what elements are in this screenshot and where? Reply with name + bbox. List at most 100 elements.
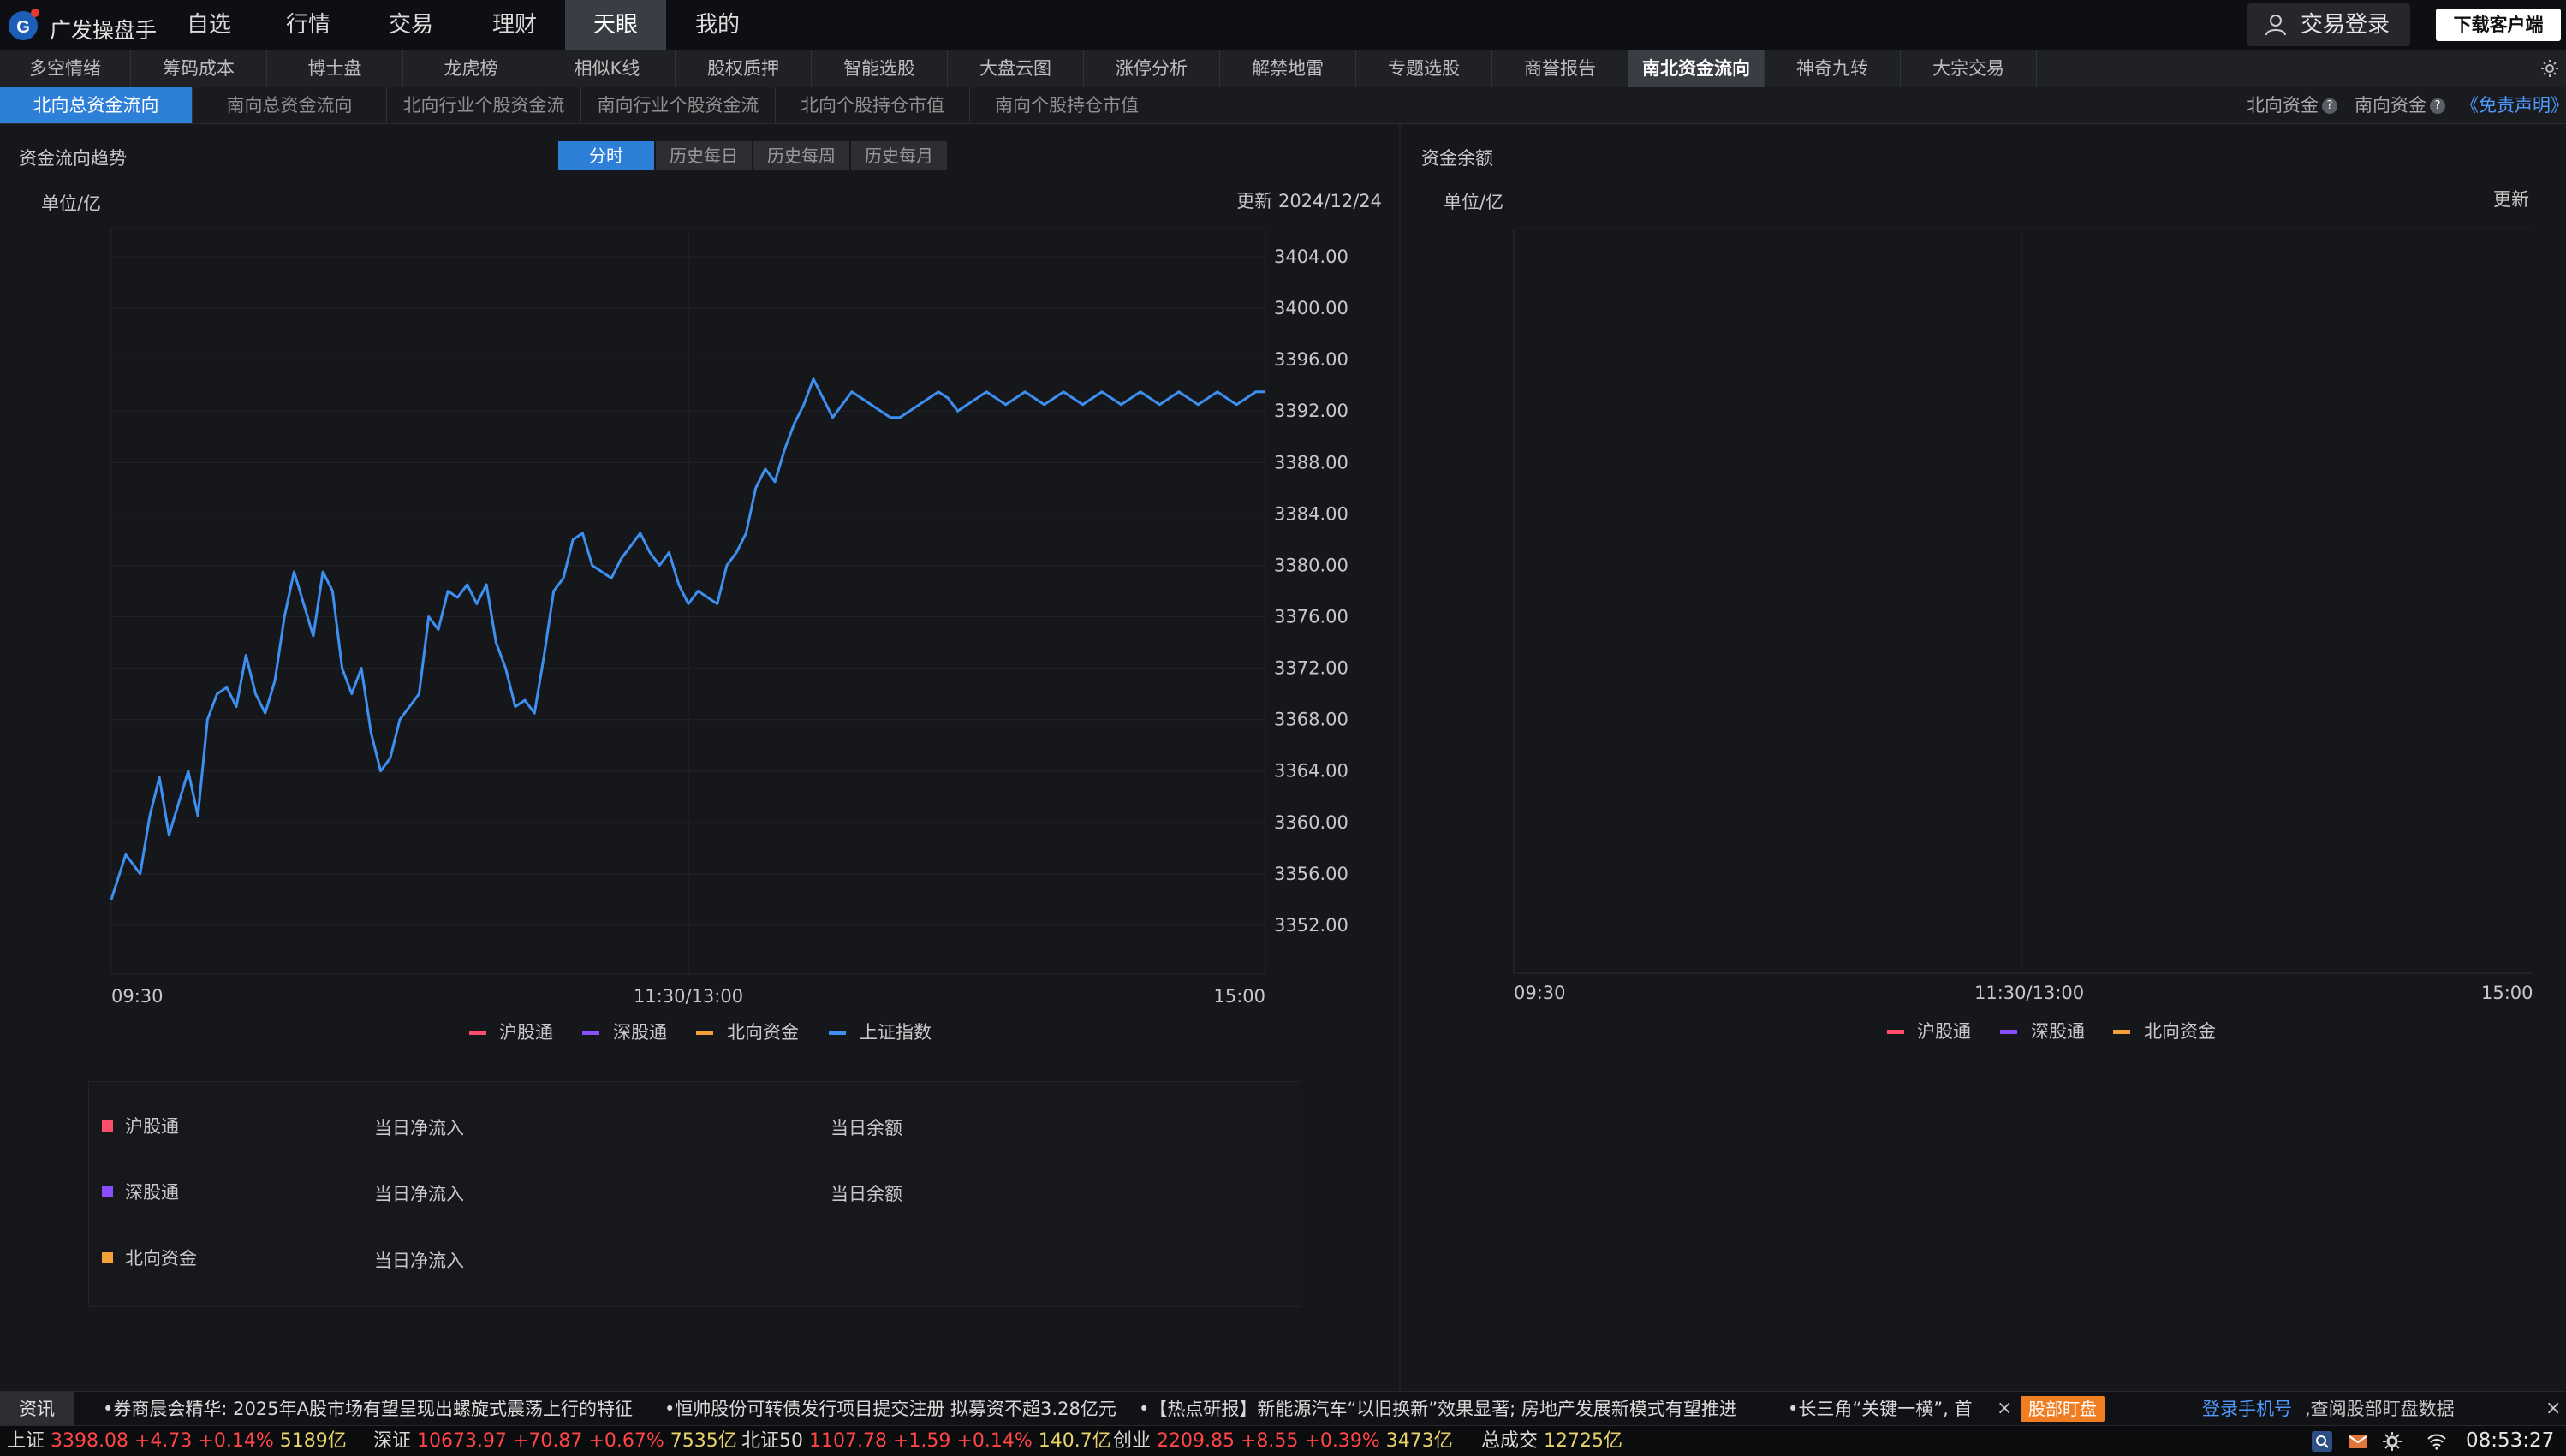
legend-northbound[interactable]: 北向资金 [2144,1021,2216,1042]
gear-icon[interactable] [2382,1431,2402,1452]
index-price: 2209.85 [1157,1430,1235,1452]
feature-goodwill-report[interactable]: 商誉报告 [1492,50,1628,87]
download-client-button[interactable]: 下载客户端 [2436,9,2561,41]
index-price: 3398.08 [51,1430,128,1452]
summary-inflow-label: 当日净流入 [374,1118,464,1138]
feature-magic-nine[interactable]: 神奇九转 [1765,50,1901,87]
y-tick-label: 3368.00 [1274,710,1348,730]
legend-sz-connect[interactable]: 深股通 [2031,1021,2085,1042]
index-amount: 5189亿 [279,1430,347,1452]
close-icon[interactable]: × [1997,1398,2013,1419]
wifi-icon [2427,1434,2446,1450]
tab-northbound-industry-stock-flow[interactable]: 北向行业个股资金流 [387,87,581,123]
index-change: +8.55 [1241,1430,1299,1452]
range-weekly-button[interactable]: 历史每周 [753,141,849,170]
gear-icon[interactable] [2539,58,2560,79]
tab-southbound-holding-value[interactable]: 南向个股持仓市值 [970,87,1164,123]
feature-market-cloud[interactable]: 大盘云图 [948,50,1084,87]
southbound-fund-help[interactable]: 南向资金? [2355,87,2445,123]
news-ticker: 资讯 •券商晨会精华: 2025年A股市场有望呈现出螺旋式震荡上行的特征 •恒帅… [0,1391,2566,1426]
news-item[interactable]: •恒帅股份可转债发行项目提交注册 拟募资不超3.28亿元 [664,1399,1116,1419]
flow-tabs: 北向总资金流向 南向总资金流向 北向行业个股资金流 南向行业个股资金流 北向个股… [0,87,2566,124]
y-tick-label: 3372.00 [1274,658,1348,679]
legend-northbound[interactable]: 北向资金 [727,1022,799,1043]
summary-swatch-sz-connect [102,1186,113,1197]
legend-sh-index[interactable]: 上证指数 [860,1022,932,1043]
feature-long-short-sentiment[interactable]: 多空情绪 [0,50,131,87]
feature-doctor-board[interactable]: 博士盘 [267,50,403,87]
flow-trend-title: 资金流向趋势 [19,148,127,169]
login-phone-hint: ,查阅股部盯盘数据 [2305,1399,2455,1419]
feature-block-trade[interactable]: 大宗交易 [1901,50,2037,87]
index-sz[interactable]: 深证 10673.97 +70.87 +0.67% 7535亿 [373,1426,737,1456]
x-tick-label: 15:00 [2481,983,2533,1003]
y-tick-label: 3388.00 [1274,452,1348,472]
x-tick-label: 15:00 [1213,986,1265,1007]
total-turnover: 总成交 12725亿 [1481,1426,1622,1456]
summary-name: 北向资金 [125,1248,197,1269]
trade-login-label: 交易登录 [2301,12,2390,38]
southbound-fund-label: 南向资金 [2355,95,2426,116]
legend-sh-connect[interactable]: 沪股通 [499,1022,553,1043]
flow-trend-chart: 3352.00 3356.00 3360.00 3364.00 3368.00 3372.… [110,228,1348,1007]
tab-northbound-total-flow[interactable]: 北向总资金流向 [0,87,193,123]
nav-item-mine[interactable]: 我的 [694,12,740,38]
nav-item-watchlist[interactable]: 自选 [186,12,231,38]
y-tick-label: 3400.00 [1274,298,1348,318]
range-intraday-button[interactable]: 分时 [558,141,654,170]
mail-icon[interactable] [2348,1431,2368,1452]
index-status-bar: 上证 3398.08 +4.73 +0.14% 5189亿 深证 10673.9… [0,1425,2566,1456]
index-bse50[interactable]: 北证50 1107.78 +1.59 +0.14% 140.7亿 [741,1426,1111,1456]
summary-inflow-label: 当日净流入 [374,1251,464,1271]
index-price: 1107.78 [809,1430,887,1452]
login-phone-link[interactable]: 登录手机号 [2202,1399,2292,1419]
tab-southbound-total-flow[interactable]: 南向总资金流向 [193,87,387,123]
x-tick-label: 11:30/13:00 [634,986,743,1007]
feature-similar-kline[interactable]: 相似K线 [539,50,676,87]
index-amount: 3473亿 [1385,1430,1453,1452]
northbound-fund-help[interactable]: 北向资金? [2247,87,2337,123]
disclaimer-link[interactable]: 《免责声明》 [2461,95,2566,116]
search-icon[interactable] [2312,1431,2332,1452]
feature-chip-cost[interactable]: 筹码成本 [131,50,267,87]
nav-item-trade[interactable]: 交易 [388,12,433,38]
range-monthly-button[interactable]: 历史每月 [851,141,947,170]
feature-limit-up-analysis[interactable]: 涨停分析 [1084,50,1220,87]
close-icon[interactable]: × [2545,1398,2562,1419]
news-item[interactable]: •长三角“关键一横”, 首 [1788,1399,1973,1419]
feature-smart-screener[interactable]: 智能选股 [812,50,948,87]
legend-sz-connect[interactable]: 深股通 [613,1022,667,1043]
stock-watch-badge[interactable]: 股部盯盘 [2021,1396,2105,1422]
feature-equity-pledge[interactable]: 股权质押 [676,50,812,87]
y-tick-label: 3384.00 [1274,503,1348,524]
index-price: 10673.97 [417,1430,507,1452]
nav-item-quotes[interactable]: 行情 [285,12,330,38]
fund-balance-chart [1513,228,2533,974]
flow-summary: 沪股通 当日净流入 当日余额 深股通 当日净流入 当日余额 北向资金 当日净流入 [88,1081,1301,1307]
tab-southbound-industry-stock-flow[interactable]: 南向行业个股资金流 [581,87,776,123]
legend-swatch-sh-index [829,1031,846,1035]
x-tick-label: 09:30 [111,986,164,1007]
y-tick-label: 3380.00 [1274,555,1348,575]
summary-inflow-label: 当日净流入 [374,1184,464,1204]
tab-northbound-holding-value[interactable]: 北向个股持仓市值 [776,87,970,123]
summary-swatch-sh-connect [102,1120,113,1132]
index-change: +1.59 [892,1430,951,1452]
index-pct: +0.39% [1304,1430,1380,1452]
news-item[interactable]: •【热点研报】新能源汽车“以旧换新”效果显著; 房地产发展新模式有望推进 [1139,1399,1737,1419]
nav-item-wealth[interactable]: 理财 [491,12,537,38]
nav-item-tianyan[interactable]: 天眼 [565,0,666,50]
legend-sh-connect[interactable]: 沪股通 [1917,1021,1971,1042]
feature-unlock-alerts[interactable]: 解禁地雷 [1220,50,1356,87]
trade-login-button[interactable]: 交易登录 [2247,3,2410,46]
news-item[interactable]: •券商晨会精华: 2025年A股市场有望呈现出螺旋式震荡上行的特征 [103,1399,633,1419]
range-daily-button[interactable]: 历史每日 [656,141,752,170]
summary-name: 沪股通 [125,1116,179,1137]
feature-topic-screener[interactable]: 专题选股 [1356,50,1492,87]
feature-north-south-flow[interactable]: 南北资金流向 [1628,50,1765,87]
feature-dragon-tiger-list[interactable]: 龙虎榜 [403,50,539,87]
index-amount: 140.7亿 [1038,1430,1111,1452]
index-chinext[interactable]: 创业 2209.85 +8.55 +0.39% 3473亿 [1113,1426,1453,1456]
summary-balance-label: 当日余额 [831,1118,902,1138]
index-sh[interactable]: 上证 3398.08 +4.73 +0.14% 5189亿 [7,1426,347,1456]
